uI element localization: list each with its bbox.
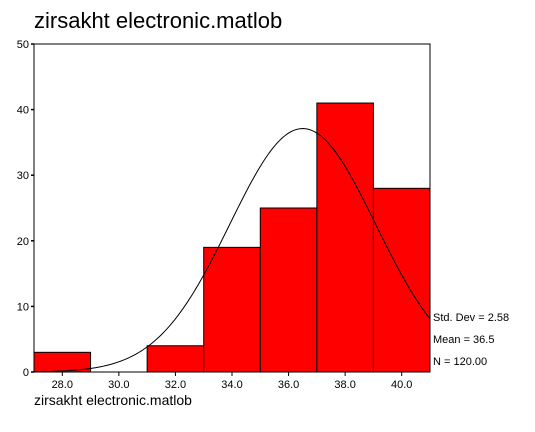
bar-32.0 [146,345,205,373]
y-tick-label: 10 [17,301,29,313]
x-tick-label: 30.0 [108,379,129,391]
bar-34.0 [203,246,261,373]
y-tick-label: 0 [23,367,29,379]
y-tick-label: 40 [17,105,29,117]
x-tick-label: 40.0 [391,379,412,391]
mean-label: Mean = 36.5 [433,334,495,346]
chart-title: zirsakht electronic.matlob [34,8,283,33]
normal-curve [33,128,431,373]
x-tick-label: 32.0 [165,379,186,391]
bar-36.0 [259,207,318,373]
x-tick-label: 34.0 [221,379,242,391]
x-tick-label: 36.0 [278,379,299,391]
x-axis: 28.0 30.0 32.0 34.0 36.0 38.0 40.0 [52,372,412,391]
y-axis: 0 10 20 30 40 50 [17,39,34,379]
std-dev-label: Std. Dev = 2.58 [433,312,510,324]
bar-38.0 [316,102,374,373]
y-tick-label: 20 [17,236,29,248]
y-tick-label: 30 [17,170,29,182]
y-tick-label: 50 [17,39,29,51]
x-tick-label: 38.0 [334,379,355,391]
x-axis-label: zirsakht electronic.matlob [34,392,192,408]
x-tick-label: 28.0 [52,379,73,391]
n-label: N = 120.00 [433,356,488,368]
bar-40.0 [372,187,431,373]
bars-group [33,102,431,373]
